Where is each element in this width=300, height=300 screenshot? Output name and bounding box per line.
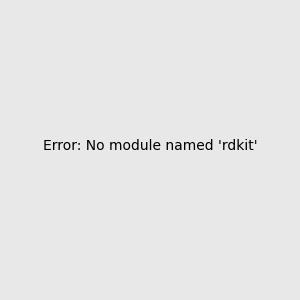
Text: Error: No module named 'rdkit': Error: No module named 'rdkit': [43, 139, 257, 153]
